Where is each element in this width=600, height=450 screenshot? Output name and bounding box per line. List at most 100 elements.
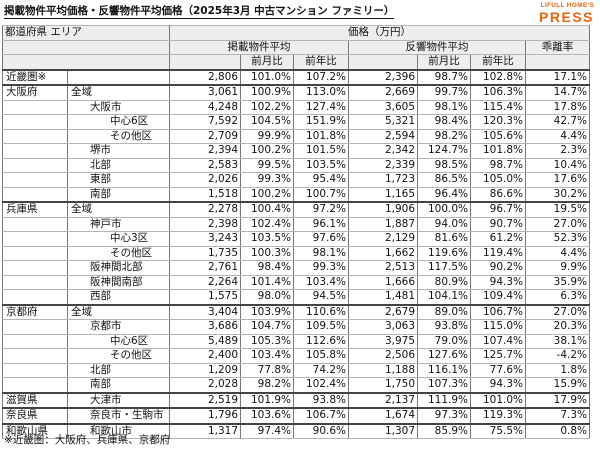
header-blank bbox=[169, 54, 241, 70]
col-response-mom-header: 前月比 bbox=[417, 54, 471, 70]
row-response-price: 1,750 bbox=[348, 377, 418, 393]
row-gap-rate: 4.4% bbox=[525, 128, 590, 144]
row-response-price: 2,137 bbox=[348, 391, 418, 409]
brand-logo: LIFULL HOME'S PRESS bbox=[539, 2, 594, 25]
row-response-price: 2,342 bbox=[348, 143, 418, 159]
row-response-price: 1,165 bbox=[348, 186, 418, 203]
row-listing-price: 2,398 bbox=[169, 216, 241, 232]
row-prefecture: 京都府 bbox=[2, 303, 68, 320]
table-row: 北部 1,209 77.8% 74.2% 1,188 116.1% 77.6% 1.8% bbox=[2, 362, 590, 378]
row-listing-yoy: 105.8% bbox=[293, 348, 349, 364]
header-blank bbox=[2, 54, 170, 70]
row-gap-rate: 9.9% bbox=[525, 260, 590, 276]
table-row: 近畿圏※ 2,806 101.0% 107.2% 2,396 98.7% 102.8% 17.… bbox=[2, 68, 590, 86]
table-row: 兵庫県 全域 2,278 100.4% 97.2% 1,906 100.0% 96.7% 19.… bbox=[2, 201, 590, 218]
row-prefecture bbox=[2, 274, 68, 290]
row-listing-mom: 103.5% bbox=[240, 231, 294, 247]
row-listing-mom: 77.8% bbox=[240, 362, 294, 378]
row-listing-yoy: 100.7% bbox=[293, 186, 349, 203]
row-response-mom: 94.0% bbox=[417, 216, 471, 232]
row-listing-price: 2,400 bbox=[169, 348, 241, 364]
table-row: 神戸市 2,398 102.4% 96.1% 1,887 94.0% 90.7% 27.0% bbox=[2, 216, 590, 232]
row-response-yoy: 107.4% bbox=[470, 333, 526, 349]
row-listing-mom: 99.5% bbox=[240, 157, 294, 173]
row-response-price: 2,679 bbox=[348, 303, 418, 320]
row-listing-yoy: 110.6% bbox=[293, 303, 349, 320]
row-gap-rate: 38.1% bbox=[525, 333, 590, 349]
row-gap-rate: 15.9% bbox=[525, 377, 590, 393]
row-response-yoy: 106.3% bbox=[470, 84, 526, 101]
row-listing-price: 1,317 bbox=[169, 422, 241, 439]
report-title: 掲載物件平均価格・反響物件平均価格（2025年3月 中古マンション ファミリー） bbox=[4, 5, 395, 19]
row-response-yoy: 90.7% bbox=[470, 216, 526, 232]
row-response-yoy: 106.7% bbox=[470, 303, 526, 320]
row-response-price: 2,396 bbox=[348, 68, 418, 86]
row-gap-rate: 19.5% bbox=[525, 201, 590, 218]
row-listing-price: 1,209 bbox=[169, 362, 241, 378]
row-response-price: 5,321 bbox=[348, 114, 418, 130]
row-response-yoy: 109.4% bbox=[470, 289, 526, 305]
row-gap-rate: 1.8% bbox=[525, 362, 590, 378]
row-listing-mom: 100.4% bbox=[240, 201, 294, 218]
row-response-price: 3,063 bbox=[348, 319, 418, 335]
row-listing-yoy: 98.1% bbox=[293, 245, 349, 261]
row-response-mom: 99.7% bbox=[417, 84, 471, 101]
row-area: 中心6区 bbox=[67, 114, 170, 130]
col-response-yoy-header: 前年比 bbox=[470, 54, 526, 70]
row-prefecture bbox=[2, 186, 68, 203]
row-listing-mom: 98.4% bbox=[240, 260, 294, 276]
row-listing-yoy: 95.4% bbox=[293, 172, 349, 188]
table-row: 北部 2,583 99.5% 103.5% 2,339 98.5% 98.7% 10.4% bbox=[2, 157, 590, 173]
row-response-price: 2,513 bbox=[348, 260, 418, 276]
row-response-mom: 104.1% bbox=[417, 289, 471, 305]
row-area: 中心3区 bbox=[67, 231, 170, 247]
row-response-mom: 98.2% bbox=[417, 128, 471, 144]
row-listing-yoy: 112.6% bbox=[293, 333, 349, 349]
row-listing-price: 4,248 bbox=[169, 99, 241, 115]
row-response-mom: 93.8% bbox=[417, 319, 471, 335]
row-area: 西部 bbox=[67, 289, 170, 305]
row-response-mom: 79.0% bbox=[417, 333, 471, 349]
row-response-yoy: 101.0% bbox=[470, 391, 526, 409]
header-row-1: 都道府県 エリア 価格（万円） bbox=[2, 25, 590, 41]
row-gap-rate: 27.0% bbox=[525, 216, 590, 232]
row-area: 全域 bbox=[67, 84, 170, 101]
row-listing-price: 1,735 bbox=[169, 245, 241, 261]
row-prefecture: 奈良県 bbox=[2, 407, 68, 424]
col-area-header: 都道府県 エリア bbox=[2, 25, 170, 41]
row-listing-mom: 105.3% bbox=[240, 333, 294, 349]
row-response-yoy: 96.7% bbox=[470, 201, 526, 218]
table-row: その他区 2,400 103.4% 105.8% 2,506 127.6% 125.7% -4… bbox=[2, 348, 590, 364]
row-gap-rate: 20.3% bbox=[525, 319, 590, 335]
row-listing-price: 3,686 bbox=[169, 319, 241, 335]
row-listing-price: 2,709 bbox=[169, 128, 241, 144]
row-prefecture bbox=[2, 216, 68, 232]
row-response-price: 2,669 bbox=[348, 84, 418, 101]
row-response-price: 1,723 bbox=[348, 172, 418, 188]
row-listing-price: 1,796 bbox=[169, 407, 241, 424]
row-response-price: 1,481 bbox=[348, 289, 418, 305]
row-listing-price: 3,061 bbox=[169, 84, 241, 101]
row-listing-yoy: 106.7% bbox=[293, 407, 349, 424]
logo-wordmark: PRESS bbox=[539, 8, 594, 25]
row-listing-yoy: 107.2% bbox=[293, 68, 349, 86]
row-area: 北部 bbox=[67, 157, 170, 173]
row-listing-mom: 98.2% bbox=[240, 377, 294, 393]
row-gap-rate: 52.3% bbox=[525, 231, 590, 247]
row-response-mom: 96.4% bbox=[417, 186, 471, 203]
row-prefecture bbox=[2, 362, 68, 378]
row-listing-mom: 104.7% bbox=[240, 319, 294, 335]
row-prefecture bbox=[2, 172, 68, 188]
row-response-mom: 107.3% bbox=[417, 377, 471, 393]
row-listing-yoy: 103.5% bbox=[293, 157, 349, 173]
row-listing-yoy: 93.8% bbox=[293, 391, 349, 409]
row-response-price: 1,662 bbox=[348, 245, 418, 261]
row-listing-price: 7,592 bbox=[169, 114, 241, 130]
table-row: 奈良県 奈良市・生駒市 1,796 103.6% 106.7% 1,674 97.3% 119… bbox=[2, 407, 590, 424]
row-response-mom: 111.9% bbox=[417, 391, 471, 409]
row-response-mom: 89.0% bbox=[417, 303, 471, 320]
row-response-yoy: 125.7% bbox=[470, 348, 526, 364]
row-prefecture bbox=[2, 245, 68, 261]
row-listing-yoy: 97.6% bbox=[293, 231, 349, 247]
row-listing-price: 2,264 bbox=[169, 274, 241, 290]
